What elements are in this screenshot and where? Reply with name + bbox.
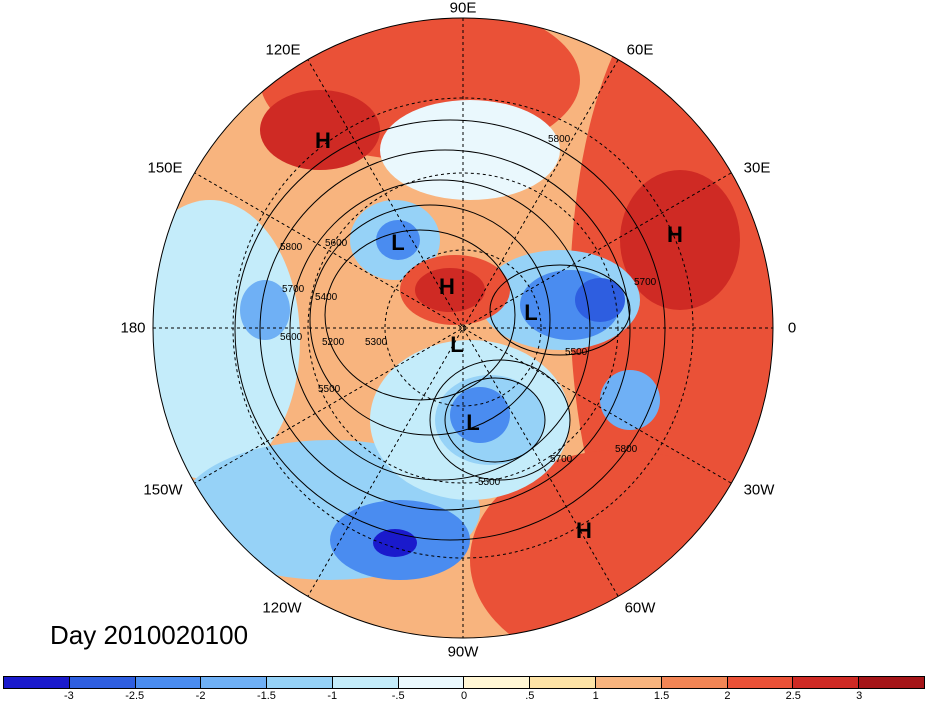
height-contours (234, 119, 666, 541)
colorbar-tick-label: -3 (63, 690, 74, 702)
colorbar-swatch (727, 677, 794, 688)
contour-label: 5700 (282, 284, 305, 295)
contour-label: 5500 (565, 347, 588, 358)
lon-label-120e: 120E (265, 41, 301, 59)
colorbar-swatch (201, 677, 268, 688)
high-center-label: H (315, 128, 331, 153)
contour-label: 5600 (325, 238, 348, 249)
colorbar-tick-label: .5 (525, 690, 535, 702)
contour-label: 5500 (318, 384, 341, 395)
contour-label: 5700 (550, 454, 573, 465)
lon-label-0: 0 (787, 319, 797, 337)
colorbar-swatch (135, 677, 202, 688)
colorbar-tick-label: 3 (856, 690, 863, 702)
lon-label-60w: 60W (624, 599, 656, 617)
contour-label: 5700 (634, 277, 657, 288)
colorbar-tick-label: -.5 (391, 690, 405, 702)
pressure-centers: H H H L L L L H (315, 128, 683, 543)
lon-label-60e: 60E (626, 41, 654, 59)
low-center-label: L (450, 332, 463, 357)
colorbar-swatch (596, 677, 662, 688)
high-center-label: H (576, 518, 592, 543)
colorbar-swatch (530, 677, 597, 688)
lon-label-30e: 30E (743, 159, 771, 177)
contour-label: 5500 (478, 477, 501, 488)
lon-label-120w: 120W (262, 599, 302, 617)
graticule (152, 17, 774, 639)
colorbar-swatch (661, 677, 728, 688)
lon-label-90e: 90E (449, 0, 477, 17)
lon-label-90w: 90W (447, 643, 479, 661)
colorbar-swatch (69, 677, 136, 688)
contour-label: 5800 (615, 444, 638, 455)
low-center-label: L (466, 410, 479, 435)
colorbar-tick-label: 2 (724, 690, 731, 702)
contour-label: 5800 (548, 134, 571, 145)
contour-label: 5400 (315, 292, 338, 303)
colorbar-tick-label: -1 (327, 690, 338, 702)
contour-labels: 5800 5700 5600 5500 5400 5300 5200 5800 … (280, 134, 657, 488)
contour-label: 5800 (280, 242, 303, 253)
colorbar-tick-label: 0 (460, 690, 468, 702)
low-center-label: L (524, 300, 537, 325)
colorbar-swatch (464, 677, 531, 688)
colorbar-tick-label: -2.5 (125, 690, 145, 702)
lon-label-180: 180 (120, 319, 146, 337)
colorbar-swatch (4, 677, 70, 688)
colorbar-swatch (859, 677, 924, 688)
day-label: Day 2010020100 (50, 620, 249, 650)
contour-label: 5200 (322, 337, 345, 348)
colorbar-tick-label: 1 (592, 690, 599, 702)
lon-label-150e: 150E (147, 159, 183, 177)
contour-label: 5300 (365, 337, 388, 348)
colorbar-swatch (398, 677, 465, 688)
contour-label: 5600 (280, 332, 303, 343)
colorbar-swatch (332, 677, 399, 688)
colorbar-swatch (267, 677, 333, 688)
colorbar-tick-label: 1.5 (653, 690, 670, 702)
colorbar-tick-label: -1.5 (256, 690, 276, 702)
colorbar-tick-label: -2 (195, 690, 206, 702)
colorbar-tick-label: 2.5 (785, 690, 801, 702)
lon-label-30w: 30W (743, 481, 775, 499)
low-center-label: L (391, 230, 404, 255)
colorbar (3, 676, 925, 689)
colorbar-swatch (793, 677, 860, 688)
lon-label-150w: 150W (143, 481, 183, 499)
high-center-label: H (667, 222, 683, 247)
high-center-label: H (439, 274, 455, 299)
